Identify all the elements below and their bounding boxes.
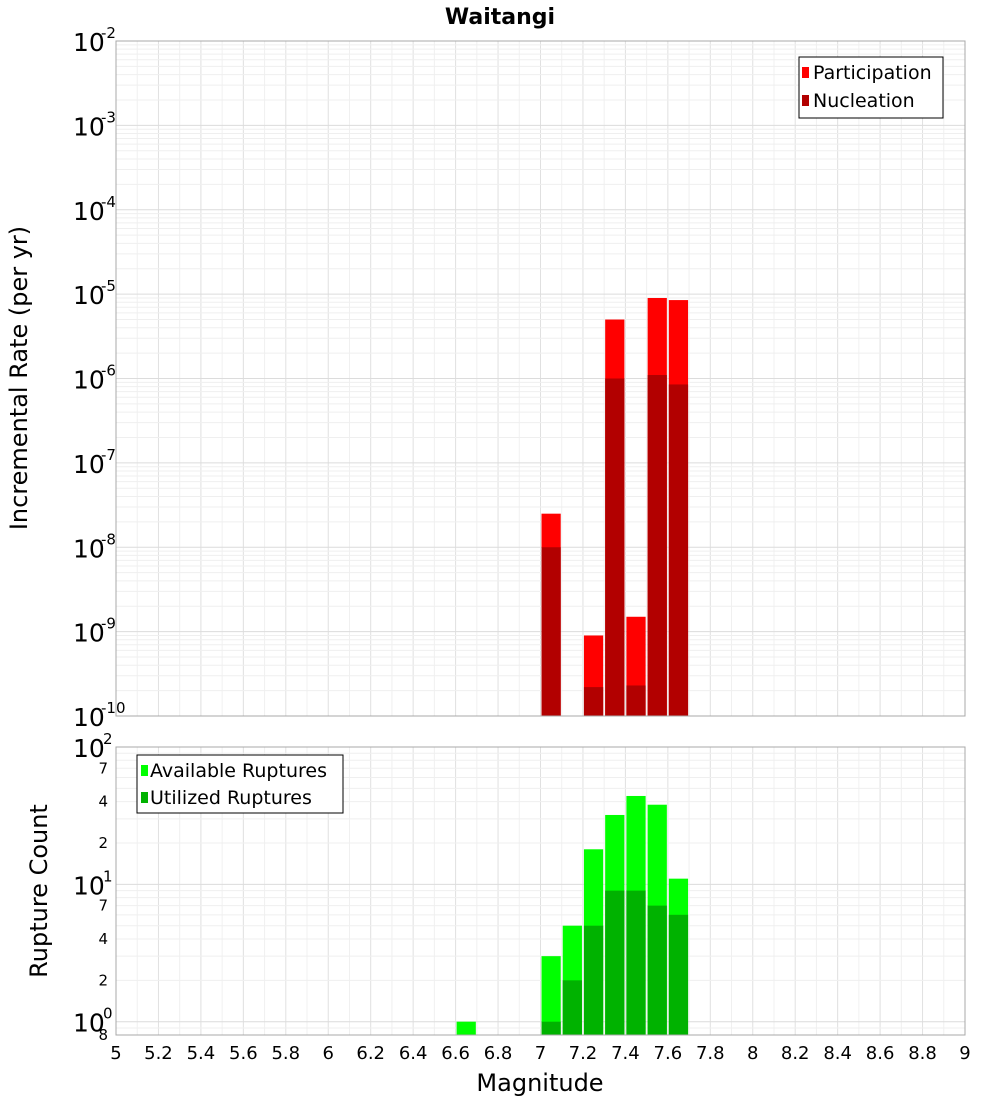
x-tick-label: 6.2 [356, 1043, 385, 1064]
available-ruptures-swatch [141, 765, 148, 776]
x-tick-label: 6 [323, 1043, 334, 1064]
nucleation-legend-label: Nucleation [813, 90, 915, 112]
y-tick-label-exponent: -4 [101, 193, 116, 211]
rate-nucleation-bar [668, 384, 689, 716]
x-tick-label: 8 [747, 1043, 758, 1064]
y-tick-label-exponent: -10 [101, 699, 126, 717]
count-available-ruptures-bar [541, 956, 561, 1035]
count-utilized-ruptures-bar [562, 980, 582, 1035]
rate-nucleation-bar [626, 685, 646, 716]
rate-nucleation-bar [647, 375, 667, 716]
count-utilized-ruptures-bar [583, 925, 604, 1035]
y-tick-label-minor: 8 [98, 1026, 108, 1044]
y-tick-label-exponent: 0 [103, 1005, 113, 1023]
x-tick-label: 8.8 [908, 1043, 937, 1064]
available-ruptures-legend-label: Available Ruptures [150, 760, 327, 782]
rate-nucleation-bar [583, 687, 604, 716]
y-tick-label-exponent: -9 [101, 615, 116, 633]
count-utilized-ruptures-bar [605, 890, 625, 1035]
y-tick-label-minor: 2 [98, 971, 108, 989]
y-tick-label-exponent: -2 [101, 24, 116, 42]
rate-legend-box [798, 56, 944, 119]
utilized-ruptures-legend-label: Utilized Ruptures [150, 787, 312, 809]
x-tick-label: 5.2 [144, 1043, 173, 1064]
count-available-ruptures-bar [456, 1021, 476, 1035]
y-tick-label-base: 10 [73, 366, 105, 395]
x-tick-label: 6.6 [441, 1043, 470, 1064]
participation-legend-label: Participation [813, 62, 932, 84]
count-plot-border [115, 746, 966, 1036]
count-utilized-ruptures-bar [626, 890, 646, 1035]
y-tick-label-base: 10 [73, 197, 105, 226]
x-tick-label: 5 [110, 1043, 121, 1064]
participation-swatch [802, 67, 809, 78]
rate-gridlines [115, 41, 966, 717]
y-tick-label-minor: 2 [98, 834, 108, 852]
y-tick-label-base: 10 [73, 871, 105, 900]
count-y-axis-label: Rupture Count [25, 804, 53, 978]
x-tick-label: 7.4 [611, 1043, 640, 1064]
x-tick-label: 7 [535, 1043, 546, 1064]
chart-title: Waitangi [445, 5, 555, 30]
rate-nucleation-bar [605, 378, 625, 716]
rate-nucleation-bar [541, 547, 561, 716]
y-tick-label-exponent: -8 [101, 530, 116, 548]
x-tick-label: 7.8 [696, 1043, 725, 1064]
count-bars [456, 795, 689, 1035]
y-tick-label-base: 10 [73, 703, 105, 732]
rate-legend: Participation Nucleation [798, 56, 944, 119]
rate-y-axis-label: Incremental Rate (per yr) [5, 226, 33, 530]
x-tick-label: 6.8 [484, 1043, 513, 1064]
y-tick-label-minor: 7 [98, 897, 108, 915]
x-axis-label: Magnitude [476, 1069, 603, 1097]
y-tick-label-base: 10 [73, 28, 105, 57]
x-tick-label: 7.2 [569, 1043, 598, 1064]
x-tick-label: 8.2 [781, 1043, 810, 1064]
count-legend-box [136, 754, 344, 814]
x-tick-label: 8.6 [866, 1043, 895, 1064]
y-tick-label-exponent: 2 [103, 730, 113, 748]
y-tick-label-exponent: -7 [101, 446, 116, 464]
y-tick-label-exponent: -3 [101, 108, 116, 126]
x-tick-label: 8.4 [823, 1043, 852, 1064]
x-tick-label: 6.4 [399, 1043, 428, 1064]
count-utilized-ruptures-bar [668, 914, 689, 1035]
x-tick-labels: 5 5.2 5.4 5.6 5.8 6 6.2 6.4 6.6 6.8 7 7.2 7.4 7.6 7.8 8… [110, 1043, 970, 1064]
y-tick-label-exponent: -5 [101, 277, 116, 295]
y-tick-label-exponent: -6 [101, 362, 116, 380]
y-tick-label-minor: 4 [98, 793, 108, 811]
y-tick-label-base: 10 [73, 281, 105, 310]
utilized-ruptures-swatch [141, 792, 148, 803]
x-tick-label: 7.6 [654, 1043, 683, 1064]
x-tick-label: 5.4 [187, 1043, 216, 1064]
y-tick-label-minor: 4 [98, 930, 108, 948]
x-tick-label: 5.8 [271, 1043, 300, 1064]
y-tick-label-base: 10 [73, 1009, 105, 1038]
y-tick-label-base: 10 [73, 534, 105, 563]
y-tick-label-base: 10 [73, 619, 105, 648]
y-tick-label-base: 10 [73, 450, 105, 479]
y-tick-label-base: 10 [73, 734, 105, 763]
count-legend: Available Ruptures Utilized Ruptures [136, 754, 344, 814]
rate-plot-border [115, 40, 966, 717]
x-tick-label: 5.6 [229, 1043, 258, 1064]
x-tick-label: 9 [959, 1043, 970, 1064]
count-utilized-ruptures-bar [647, 905, 667, 1035]
y-tick-label-exponent: 1 [103, 867, 113, 885]
count-utilized-ruptures-bar [541, 1021, 561, 1035]
nucleation-swatch [802, 95, 809, 106]
y-tick-label-base: 10 [73, 112, 105, 141]
y-tick-label-minor: 7 [98, 759, 108, 777]
rate-bars [541, 297, 689, 716]
